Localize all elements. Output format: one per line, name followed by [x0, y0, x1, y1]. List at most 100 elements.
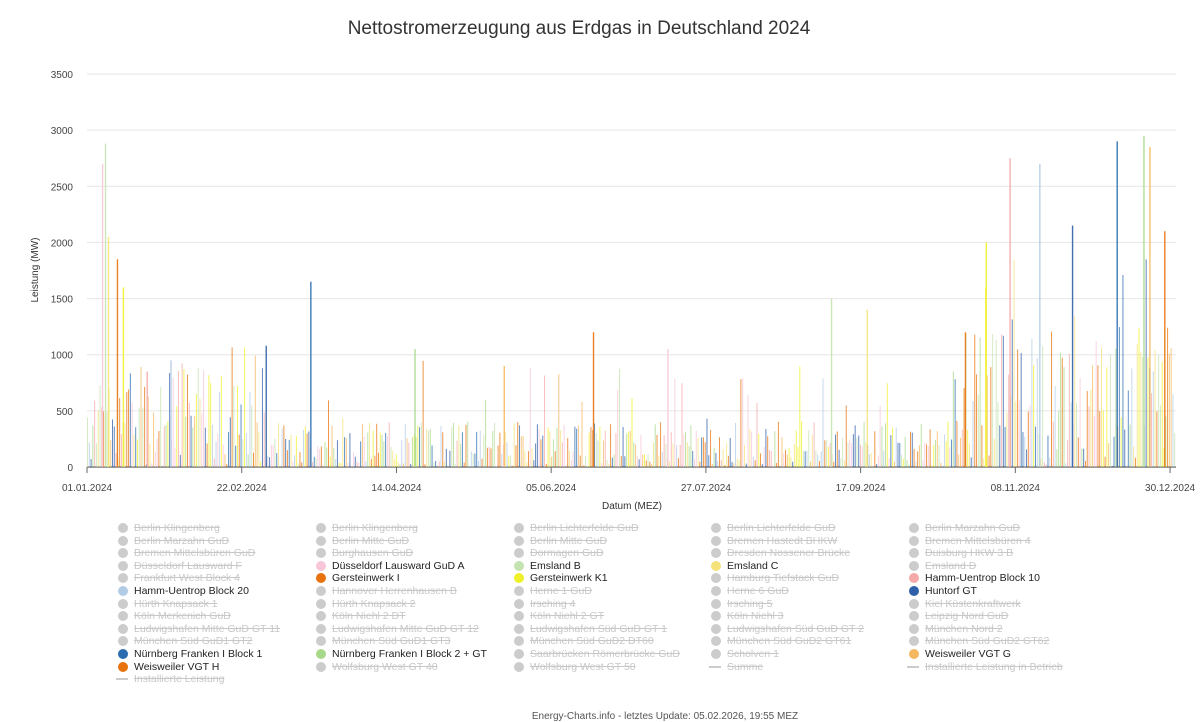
data-bar: [217, 433, 219, 467]
legend-item[interactable]: Weisweiler VGT H: [118, 661, 219, 673]
legend-item[interactable]: Nürnberg Franken I Block 1: [118, 648, 262, 660]
legend-item[interactable]: Hürth Knapsack 1: [118, 598, 217, 610]
data-bar: [520, 436, 522, 467]
legend-item[interactable]: Irsching 5: [711, 598, 773, 610]
legend-label: Summe: [727, 660, 764, 673]
legend-item[interactable]: Scholven 1: [711, 648, 779, 660]
legend-item[interactable]: Berlin Marzahn GuD: [118, 535, 229, 547]
legend-item[interactable]: Düsseldorf Lausward F: [118, 560, 242, 572]
legend-item[interactable]: Berlin Mitte GuD: [316, 535, 409, 547]
legend-item[interactable]: Saarbrücken Römerbrücke GuD: [514, 648, 680, 660]
data-bar: [1051, 331, 1053, 467]
data-bar: [954, 379, 956, 467]
legend-item[interactable]: Köln Merkenich GuD: [118, 610, 231, 622]
legend-item[interactable]: Herne 6 GuD: [711, 585, 789, 597]
legend-item[interactable]: Wolfsburg West GT 40: [316, 661, 438, 673]
legend-item[interactable]: Hürth Knapsack 2: [316, 598, 415, 610]
legend-item[interactable]: Hamburg Tiefstack GuD: [711, 572, 839, 584]
data-bar: [119, 398, 121, 467]
data-bar: [567, 438, 569, 467]
legend-label: Gersteinwerk K1: [530, 572, 608, 585]
legend-item[interactable]: Berlin Marzahn GuD: [909, 522, 1020, 534]
legend-item[interactable]: Köln Niehl 2 DT: [316, 610, 406, 622]
data-bar: [640, 434, 642, 467]
legend-swatch: [909, 548, 919, 559]
data-bar: [426, 429, 428, 467]
data-bar: [376, 423, 378, 467]
data-bar: [804, 451, 806, 467]
legend-item[interactable]: Ludwigshafen Mitte GuD GT 12: [316, 623, 479, 635]
data-bar: [445, 448, 447, 467]
legend-item[interactable]: Emsland D: [909, 560, 976, 572]
data-bar: [920, 424, 922, 467]
legend-item[interactable]: Emsland C: [711, 560, 778, 572]
data-bar: [224, 454, 226, 467]
legend-item[interactable]: Hamm-Uentrop Block 20: [118, 585, 249, 597]
data-bar: [808, 430, 810, 467]
legend-item[interactable]: München Süd GuD1 GT3: [316, 635, 450, 647]
legend-item[interactable]: Irsching 4: [514, 598, 576, 610]
legend-item[interactable]: Berlin Klingenberg: [118, 522, 220, 534]
legend-item[interactable]: Summe: [709, 661, 763, 673]
legend-item[interactable]: Nürnberg Franken I Block 2 + GT: [316, 648, 487, 660]
legend-item[interactable]: Berlin Lichterfelde GuD: [711, 522, 836, 534]
data-bar: [379, 432, 381, 467]
legend-label: Ludwigshafen Mitte GuD GT 11: [134, 622, 281, 635]
legend-item[interactable]: Ludwigshafen Süd GuD GT 2: [711, 623, 864, 635]
data-bar: [1102, 410, 1104, 467]
data-bar: [274, 438, 276, 467]
legend-item[interactable]: Bremen Hastedt BHKW: [711, 535, 837, 547]
data-bar: [97, 410, 99, 467]
legend-item[interactable]: Dormagen GuD: [514, 547, 604, 559]
legend-item[interactable]: München Süd GuD1 GT2: [118, 635, 252, 647]
legend-item[interactable]: Emsland B: [514, 560, 581, 572]
legend-item[interactable]: Bremen Mittelsbüren GuD: [118, 547, 255, 559]
data-bar: [690, 425, 692, 467]
legend-item[interactable]: Wolfsburg West GT 50: [514, 661, 636, 673]
legend-item[interactable]: Frankfurt West Block 4: [118, 572, 240, 584]
legend-item[interactable]: Bremen Mittelsbüren 4: [909, 535, 1031, 547]
legend-item[interactable]: München Süd GuD2 GT62: [909, 635, 1049, 647]
legend-item[interactable]: Ludwigshafen Mitte GuD GT 11: [118, 623, 280, 635]
legend-item[interactable]: Köln Niehl 2 GT: [514, 610, 604, 622]
legend-item[interactable]: Köln Niehl 3: [711, 610, 784, 622]
legend-item[interactable]: Weisweiler VGT G: [909, 648, 1011, 660]
legend-item[interactable]: Hamm-Uentrop Block 10: [909, 572, 1040, 584]
data-bar: [974, 334, 976, 467]
legend-item[interactable]: Dresden Nossener Brücke: [711, 547, 850, 559]
legend-item[interactable]: München Süd GuD2 DT60: [514, 635, 654, 647]
legend-item[interactable]: Installierte Leistung: [116, 673, 224, 685]
data-bar: [1124, 429, 1126, 467]
data-bar: [1131, 368, 1133, 467]
legend-item[interactable]: Burghausen GuD: [316, 547, 413, 559]
legend-item[interactable]: Herne 1 GuD: [514, 585, 592, 597]
legend-item[interactable]: München Nord 2: [909, 623, 1003, 635]
data-bar: [627, 431, 629, 467]
legend-item[interactable]: Gersteinwerk K1: [514, 572, 608, 584]
legend-item[interactable]: Gersteinwerk I: [316, 572, 400, 584]
data-bar: [1047, 435, 1049, 467]
legend-item[interactable]: Huntorf GT: [909, 585, 977, 597]
data-bar: [885, 423, 887, 467]
data-bar: [285, 439, 287, 467]
legend-item[interactable]: Duisburg HKW 3 B: [909, 547, 1013, 559]
legend-item[interactable]: Düsseldorf Lausward GuD A: [316, 560, 464, 572]
peak-bar: [1143, 135, 1145, 467]
data-bar: [1093, 416, 1095, 467]
legend-item[interactable]: Hannover Herrenhausen B: [316, 585, 457, 597]
legend-item[interactable]: Ludwigshafen Süd GuD GT 1: [514, 623, 667, 635]
legend-item[interactable]: Installierte Leistung in Betrieb: [907, 661, 1063, 673]
data-bar: [1033, 365, 1035, 467]
data-bar: [952, 371, 954, 467]
legend-item[interactable]: München Süd GuD2 GT61: [711, 635, 851, 647]
chart-plot-area[interactable]: 0 500 1000 1500 2000 2500 3000 3500 01.01.2024 2…: [0, 0, 1200, 515]
legend-item[interactable]: Leipzig Nord GuD: [909, 610, 1008, 622]
legend-item[interactable]: Berlin Mitte GuD: [514, 535, 607, 547]
legend-item[interactable]: Berlin Klingenberg: [316, 522, 418, 534]
data-bar: [419, 427, 421, 467]
legend-item[interactable]: Berlin Lichterfelde GuD: [514, 522, 639, 534]
legend-label: Emsland B: [530, 559, 581, 572]
data-bar: [188, 402, 190, 467]
legend-item[interactable]: Kiel Küstenkraftwerk: [909, 598, 1021, 610]
data-bar: [481, 458, 483, 467]
